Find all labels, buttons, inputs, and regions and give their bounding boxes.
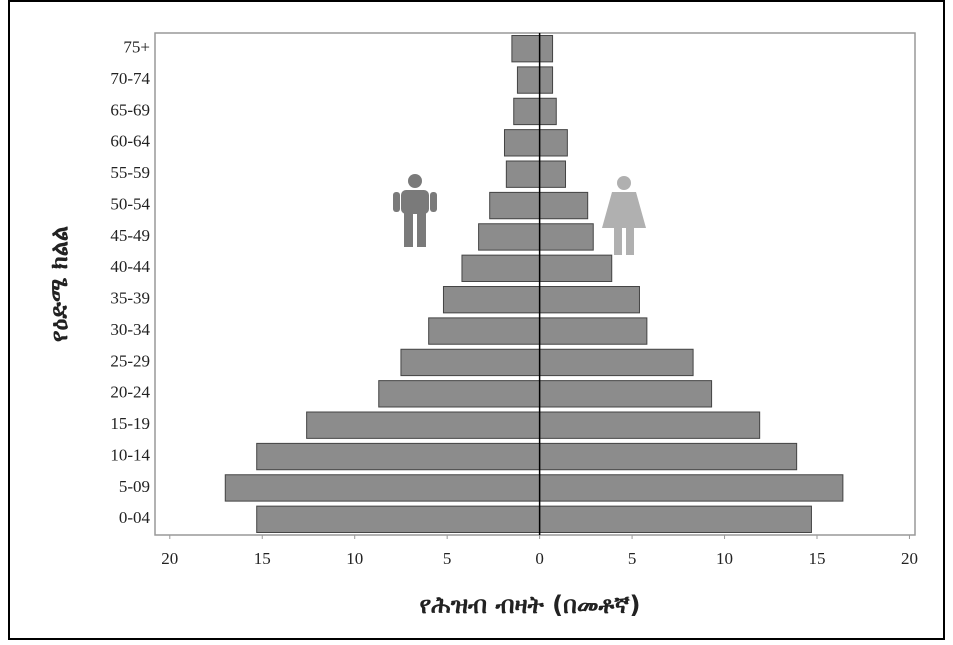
y-tick-label: 40-44 (110, 257, 150, 276)
x-tick-label: 20 (901, 549, 918, 568)
bar (539, 348, 694, 377)
bar (539, 160, 567, 188)
y-tick-label: 35-39 (110, 289, 150, 308)
y-tick-label: 55-59 (110, 163, 150, 182)
y-tick-label: 75+ (123, 38, 150, 57)
bar (539, 223, 594, 251)
y-tick-label: 50-54 (110, 194, 150, 213)
bar (511, 35, 541, 63)
bar (400, 348, 541, 377)
x-tick-label: 20 (161, 549, 178, 568)
x-tick-label: 10 (716, 549, 733, 568)
bar (224, 474, 541, 502)
bar (539, 35, 554, 63)
y-tick-label: 0-04 (119, 508, 151, 527)
bar (539, 191, 589, 220)
x-tick-label: 15 (808, 549, 825, 568)
x-tick-label: 10 (346, 549, 363, 568)
bar (378, 380, 541, 408)
bar (539, 97, 557, 126)
y-tick-label: 30-34 (110, 320, 150, 339)
x-tick-label: 5 (443, 549, 452, 568)
bar (306, 411, 541, 439)
y-tick-label: 10-14 (110, 445, 150, 464)
frame (8, 0, 945, 640)
y-tick-label: 25-29 (110, 351, 150, 370)
y-tick-label: 65-69 (110, 100, 150, 119)
bar (461, 254, 541, 282)
x-tick-label: 0 (535, 549, 544, 568)
bar (539, 380, 713, 408)
bar (539, 474, 844, 502)
bar (539, 411, 761, 439)
x-tick-label: 5 (628, 549, 637, 568)
bar (428, 317, 541, 345)
male-icon (393, 174, 437, 247)
y-tick-label: 20-24 (110, 383, 150, 402)
bar (539, 317, 648, 345)
bar (442, 286, 541, 314)
y-tick-label: 60-64 (110, 132, 150, 151)
bar (503, 129, 541, 157)
bar (539, 286, 640, 314)
y-tick-label: 70-74 (110, 69, 150, 88)
y-tick-label: 5-09 (119, 477, 150, 496)
bar (256, 505, 541, 533)
x-axis-label: የሕዝብ ብዛት (በመቶኛ) (419, 591, 640, 619)
female-icon (602, 176, 646, 255)
y-tick-label: 15-19 (110, 414, 150, 433)
bar (489, 191, 541, 220)
y-tick-label: 45-49 (110, 226, 150, 245)
bar (539, 254, 613, 282)
bar (478, 223, 541, 251)
bar (505, 160, 541, 188)
bar (256, 442, 541, 471)
bar (539, 129, 568, 157)
x-tick-label: 15 (254, 549, 271, 568)
bar (539, 505, 812, 533)
bar (539, 66, 554, 94)
bar (539, 442, 798, 471)
bar (516, 66, 541, 94)
y-axis-label: የዕድሜ ክልል (45, 226, 73, 342)
bar (513, 97, 541, 126)
